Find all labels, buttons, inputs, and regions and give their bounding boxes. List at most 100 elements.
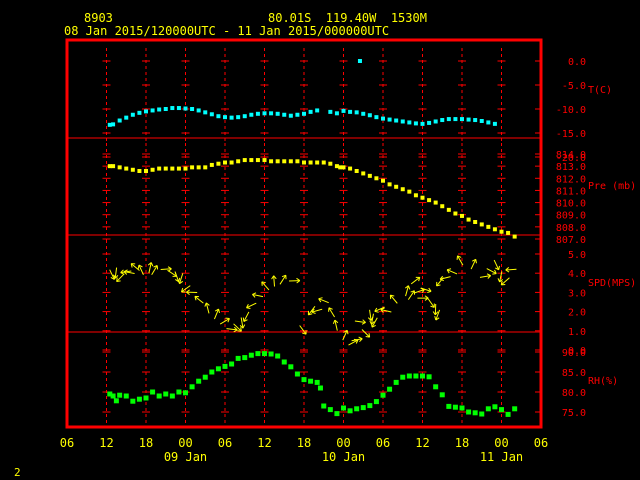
temperature-point [348,109,353,114]
humidity-point [327,407,333,413]
y-tick-label: 2.0 [568,308,586,319]
temperature-point [308,109,313,114]
temperature-point [196,108,201,113]
temperature-point [255,111,260,116]
humidity-point [452,404,458,410]
wind-arrow-shaft [307,306,316,316]
station-location: 80.01S 119.40W 1530M [268,11,427,25]
wind-arrow-shaft [123,271,135,275]
page-number: 2 [14,466,21,479]
x-tick-label: 06 [534,436,548,450]
temperature-point [223,115,227,120]
humidity-point [123,393,129,399]
wind-arrow-head [120,272,125,275]
wind-arrow [239,317,246,329]
wind-arrow [328,307,335,318]
pressure-point [137,169,142,173]
pressure-point [170,166,175,171]
wind-arrow-head [186,289,190,293]
humidity-point [512,406,518,412]
wind-arrow-head [271,275,275,280]
humidity-point [229,361,235,367]
wind-arrow-head [214,308,219,312]
temperature-point [357,59,362,63]
x-tick-label: 12 [257,436,271,450]
wind-arrow-head [227,318,230,323]
humidity-point [505,411,511,417]
panel-label-humidity: RH(%) [588,376,618,387]
wind-arrow [186,289,198,295]
wind-arrow-head [242,317,245,322]
wind-arrow [405,285,411,297]
humidity-point [314,379,320,385]
wind-arrow-shaft [414,288,425,294]
wind-arrow-head [204,302,207,307]
pressure-point [249,158,254,163]
humidity-point [492,404,498,410]
temperature-point [124,115,129,120]
temperature-point [262,111,267,116]
wind-arrow-head [500,280,503,285]
x-date-label: 09 Jan [164,450,207,464]
station-id: 8903 [84,11,113,25]
pressure-point [433,200,438,205]
wind-arrow [130,263,140,271]
wind-arrow-head [390,294,395,297]
wind-arrow-shaft [240,317,244,329]
wind-arrow-head [261,281,266,284]
y-tick-label: 75.0 [562,408,586,419]
pressure-point [288,159,293,164]
temperature-point [209,112,214,117]
wind-arrow-head [430,305,435,308]
humidity-point [163,391,169,397]
wind-arrow-head [498,265,500,270]
pressure-point [479,222,484,227]
wind-arrow-head [365,336,370,338]
y-tick-label: 808.0 [556,223,586,234]
humidity-point [222,363,228,369]
wind-arrow-shaft [109,269,115,280]
wind-arrow-head [147,262,152,266]
wind-arrow-head [407,285,411,290]
temperature-point [479,119,484,123]
wind-arrow [123,269,135,275]
wind-arrow-head [112,274,116,279]
wind-arrow [151,265,159,276]
wind-arrow [279,274,287,285]
wind-arrow-shaft [389,294,398,304]
humidity-point [143,395,149,401]
humidity-point [268,351,274,357]
pressure-point [117,165,122,170]
wind-arrow-head [424,297,429,301]
wind-arrow-head [332,319,336,324]
pressure-point [203,165,208,170]
humidity-point [367,403,373,409]
temperature-point [150,108,155,113]
wind-arrow-head [492,273,497,275]
wind-arrow-shaft [500,277,510,286]
wind-arrow-head [302,332,307,335]
wind-arrow-head [405,285,409,289]
wind-arrow [116,273,125,283]
wind-arrow-head [328,307,333,310]
temperature-point [203,110,208,115]
wind-arrow-head [123,269,128,273]
wind-arrow [342,329,349,341]
wind-arrow-head [137,264,140,270]
data-points [107,59,518,417]
y-tick-label: 810.0 [556,199,586,210]
wind-arrow-head [186,291,190,295]
temperature-point [492,121,497,126]
wind-arrow-head [359,338,363,343]
temperature-point [229,115,234,120]
temperature-point [216,114,221,119]
temperature-point [183,106,188,111]
wind-arrow-head [439,275,444,280]
wind-arrow-shaft [361,329,370,338]
wind-arrow-head [233,326,238,331]
temperature-point [460,117,464,122]
y-tick-label: 809.0 [556,211,586,222]
humidity-point [169,393,175,399]
wind-arrow-shaft [407,290,415,300]
temperature-point [170,106,175,111]
